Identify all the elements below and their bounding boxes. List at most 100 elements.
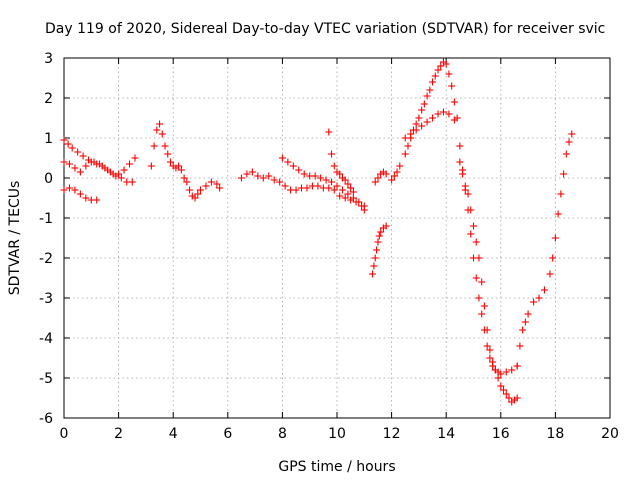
data-point: [259, 174, 267, 182]
data-point: [445, 70, 453, 78]
data-point: [311, 172, 319, 180]
data-point: [461, 182, 469, 190]
data-point: [502, 368, 510, 376]
x-tick-label: 14: [437, 426, 455, 442]
data-point: [330, 186, 338, 194]
data-point: [562, 150, 570, 158]
data-point: [65, 160, 73, 168]
data-point: [347, 184, 355, 192]
data-point: [535, 294, 543, 302]
data-point: [64, 140, 72, 148]
data-point: [82, 162, 90, 170]
data-point: [423, 118, 431, 126]
data-point: [76, 168, 84, 176]
series-arc8: [368, 222, 390, 278]
data-point: [390, 172, 398, 180]
data-point: [284, 158, 292, 166]
x-tick-label: 4: [169, 426, 178, 442]
data-point: [439, 108, 447, 116]
data-point: [551, 234, 559, 242]
data-point: [486, 354, 494, 362]
data-point: [491, 366, 499, 374]
data-point: [276, 178, 284, 186]
data-point: [60, 186, 68, 194]
data-point: [281, 182, 289, 190]
data-point: [382, 170, 390, 178]
data-point: [177, 166, 185, 174]
data-point: [568, 130, 576, 138]
data-point: [412, 126, 420, 134]
data-point: [93, 160, 101, 168]
data-point: [373, 246, 381, 254]
data-point: [207, 178, 215, 186]
data-point: [375, 232, 383, 240]
data-point: [560, 170, 568, 178]
data-point: [213, 180, 221, 188]
y-tick-label: 1: [44, 131, 53, 147]
data-point: [344, 190, 352, 198]
data-point: [303, 184, 311, 192]
data-point: [71, 186, 79, 194]
data-point: [120, 166, 128, 174]
data-point: [360, 202, 368, 210]
series-arc1: [60, 136, 136, 186]
data-point: [93, 196, 101, 204]
data-point: [500, 386, 508, 394]
data-point: [270, 176, 278, 184]
data-point: [401, 134, 409, 142]
data-point: [202, 182, 210, 190]
data-point: [445, 110, 453, 118]
data-point: [265, 172, 273, 180]
data-point: [338, 186, 346, 194]
series-arc10: [401, 58, 461, 158]
data-point: [371, 254, 379, 262]
data-point: [76, 190, 84, 198]
data-point: [467, 206, 475, 214]
data-point: [401, 150, 409, 158]
data-point: [60, 136, 68, 144]
data-point: [328, 178, 336, 186]
data-point: [475, 294, 483, 302]
data-point: [429, 114, 437, 122]
data-point: [295, 166, 303, 174]
data-point: [513, 362, 521, 370]
data-point: [415, 114, 423, 122]
data-point: [502, 390, 510, 398]
data-point: [396, 162, 404, 170]
data-point: [431, 72, 439, 80]
data-point: [278, 154, 286, 162]
series-arc12: [456, 158, 521, 406]
grid: [64, 58, 610, 418]
data-point: [117, 174, 125, 182]
data-point: [183, 178, 191, 186]
data-point: [426, 86, 434, 94]
data-point: [448, 82, 456, 90]
chart-title: Day 119 of 2020, Sidereal Day-to-day VTE…: [45, 21, 605, 37]
x-tick-label: 20: [601, 426, 619, 442]
data-point: [508, 366, 516, 374]
data-point: [434, 110, 442, 118]
data-point: [407, 130, 415, 138]
data-point: [292, 186, 300, 194]
data-point: [328, 150, 336, 158]
data-point: [314, 182, 322, 190]
data-point: [516, 342, 524, 350]
y-tick-label: 3: [44, 51, 53, 67]
x-tick-label: 8: [278, 426, 287, 442]
data-point: [418, 106, 426, 114]
series-arc7: [325, 128, 357, 196]
data-point: [480, 302, 488, 310]
data-point: [333, 182, 341, 190]
data-point: [341, 194, 349, 202]
data-point: [368, 270, 376, 278]
y-tick-label: 0: [44, 171, 53, 187]
x-tick-label: 18: [546, 426, 564, 442]
data-point: [475, 254, 483, 262]
series-arc9: [371, 162, 404, 186]
data-point: [65, 184, 73, 192]
y-tick-label: -1: [39, 211, 53, 227]
data-point: [472, 274, 480, 282]
data-point: [483, 342, 491, 350]
data-point: [521, 318, 529, 326]
